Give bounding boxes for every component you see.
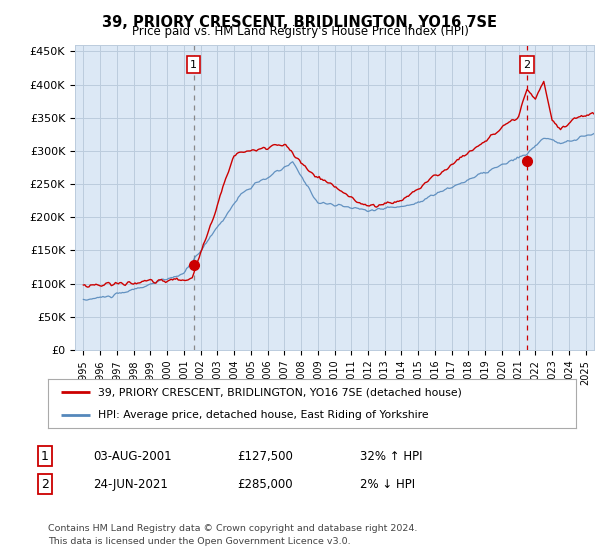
Text: 24-JUN-2021: 24-JUN-2021 xyxy=(93,478,168,491)
Text: 2% ↓ HPI: 2% ↓ HPI xyxy=(360,478,415,491)
Text: 2: 2 xyxy=(523,59,530,69)
Text: £127,500: £127,500 xyxy=(237,450,293,463)
Text: 39, PRIORY CRESCENT, BRIDLINGTON, YO16 7SE: 39, PRIORY CRESCENT, BRIDLINGTON, YO16 7… xyxy=(103,15,497,30)
Text: 03-AUG-2001: 03-AUG-2001 xyxy=(93,450,172,463)
Text: Price paid vs. HM Land Registry's House Price Index (HPI): Price paid vs. HM Land Registry's House … xyxy=(131,25,469,38)
Text: 39, PRIORY CRESCENT, BRIDLINGTON, YO16 7SE (detached house): 39, PRIORY CRESCENT, BRIDLINGTON, YO16 7… xyxy=(98,388,462,398)
Text: 1: 1 xyxy=(41,450,49,463)
Text: This data is licensed under the Open Government Licence v3.0.: This data is licensed under the Open Gov… xyxy=(48,537,350,546)
Text: 1: 1 xyxy=(190,59,197,69)
Text: HPI: Average price, detached house, East Riding of Yorkshire: HPI: Average price, detached house, East… xyxy=(98,410,429,420)
Text: £285,000: £285,000 xyxy=(237,478,293,491)
Text: 32% ↑ HPI: 32% ↑ HPI xyxy=(360,450,422,463)
Text: Contains HM Land Registry data © Crown copyright and database right 2024.: Contains HM Land Registry data © Crown c… xyxy=(48,524,418,533)
Text: 2: 2 xyxy=(41,478,49,491)
